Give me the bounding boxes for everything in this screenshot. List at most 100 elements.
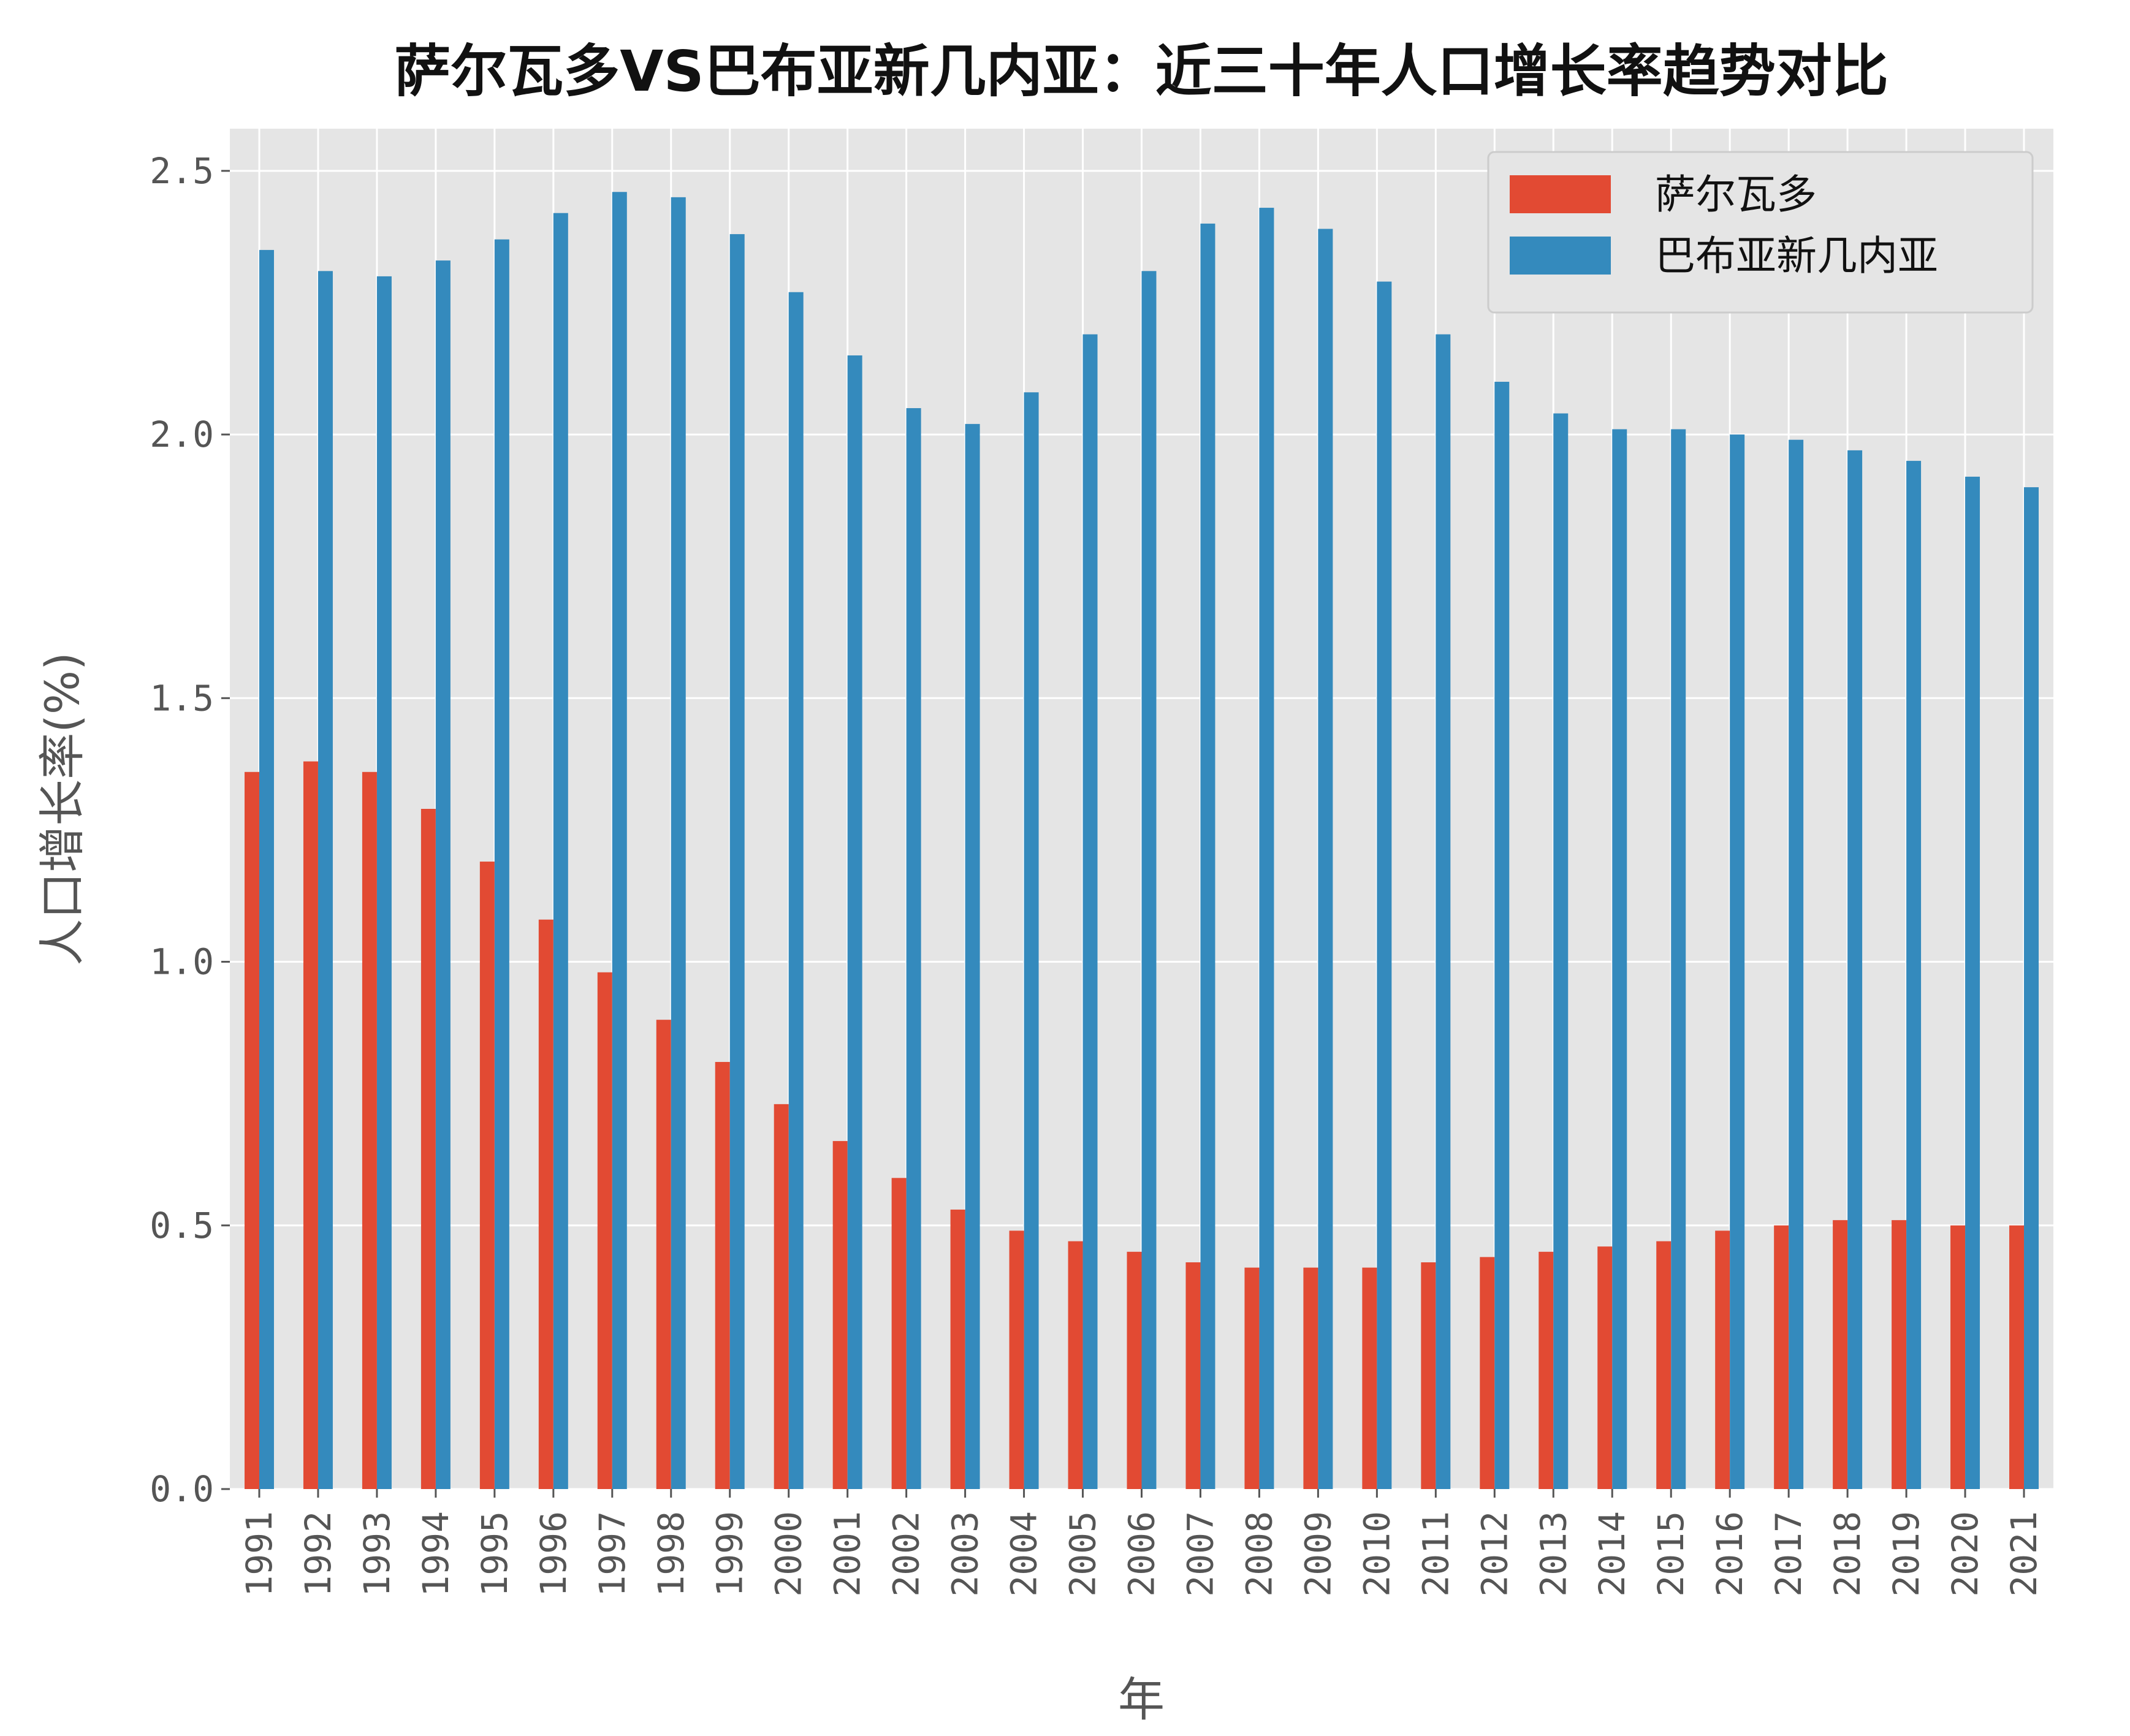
legend-swatch — [1510, 237, 1611, 275]
bar-el-salvador-2013 — [1539, 1251, 1554, 1489]
x-tick-label: 1997 — [591, 1511, 633, 1597]
bar-png-2016 — [1730, 434, 1745, 1489]
y-tick-label: 0.0 — [150, 1468, 214, 1510]
bar-el-salvador-2010 — [1362, 1267, 1377, 1489]
x-axis-label: 年 — [1118, 1672, 1165, 1727]
bar-el-salvador-2004 — [1009, 1230, 1024, 1489]
bar-png-2003 — [965, 423, 980, 1489]
x-tick-label: 2009 — [1297, 1511, 1339, 1597]
bar-el-salvador-2012 — [1480, 1257, 1495, 1489]
legend-label: 萨尔瓦多 — [1655, 171, 1817, 218]
y-tick-label: 2.5 — [150, 150, 214, 192]
x-tick-label: 2012 — [1474, 1511, 1515, 1597]
x-tick-label: 2006 — [1121, 1511, 1163, 1597]
x-tick-label: 2004 — [1003, 1511, 1045, 1597]
x-tick-label: 2021 — [2003, 1511, 2045, 1597]
bar-png-2000 — [788, 292, 804, 1490]
bar-png-1996 — [553, 213, 568, 1490]
y-axis-label: 人口增长率(%) — [35, 652, 89, 966]
x-tick-label: 2014 — [1591, 1511, 1633, 1597]
x-tick-label: 2015 — [1650, 1511, 1692, 1597]
bar-el-salvador-1994 — [420, 809, 436, 1489]
bar-png-2001 — [847, 355, 862, 1489]
bar-png-2020 — [1965, 476, 1980, 1489]
bar-png-2002 — [906, 408, 921, 1489]
x-tick-label: 2005 — [1062, 1511, 1104, 1597]
bar-el-salvador-2001 — [832, 1141, 848, 1489]
bar-png-2018 — [1847, 450, 1863, 1489]
x-tick-label: 1993 — [356, 1511, 398, 1597]
bar-el-salvador-2007 — [1185, 1262, 1201, 1489]
bar-png-2015 — [1671, 429, 1686, 1489]
bar-el-salvador-2006 — [1127, 1251, 1142, 1489]
bar-png-2012 — [1494, 382, 1510, 1490]
legend-label: 巴布亚新几内亚 — [1655, 232, 1938, 279]
bar-png-2009 — [1318, 229, 1333, 1490]
x-tick-label: 2010 — [1356, 1511, 1398, 1597]
bar-png-2005 — [1082, 334, 1098, 1489]
bar-el-salvador-2019 — [1892, 1220, 1907, 1489]
bar-el-salvador-1993 — [362, 771, 377, 1489]
x-tick-label: 2019 — [1885, 1511, 1927, 1597]
y-tick-label: 1.5 — [150, 677, 214, 719]
x-tick-label: 1999 — [709, 1511, 751, 1597]
bar-png-2011 — [1436, 334, 1451, 1489]
bar-el-salvador-2015 — [1656, 1241, 1672, 1489]
bar-png-2010 — [1377, 281, 1392, 1489]
bar-png-1998 — [671, 197, 686, 1490]
bar-el-salvador-2021 — [2009, 1225, 2025, 1489]
bar-el-salvador-2008 — [1244, 1267, 1260, 1489]
bar-png-2008 — [1259, 208, 1274, 1489]
x-axis: 1991 1992 1993 1994 1995 1996 1997 1998 1999 2000… — [238, 1489, 2045, 1597]
bar-png-2017 — [1789, 439, 1804, 1489]
bar-el-salvador-2003 — [950, 1209, 965, 1489]
bar-png-1993 — [376, 276, 392, 1490]
bar-el-salvador-1997 — [597, 972, 612, 1489]
bar-png-1997 — [612, 192, 627, 1489]
bar-png-2007 — [1200, 223, 1215, 1489]
bar-el-salvador-1996 — [538, 919, 553, 1489]
x-tick-label: 2011 — [1415, 1511, 1456, 1597]
bar-el-salvador-2018 — [1833, 1220, 1848, 1489]
x-tick-label: 2008 — [1238, 1511, 1280, 1597]
legend-swatch — [1510, 175, 1611, 213]
bar-png-1999 — [729, 234, 745, 1489]
bar-el-salvador-1991 — [244, 771, 259, 1489]
bar-png-2021 — [2024, 487, 2039, 1490]
bar-el-salvador-1995 — [479, 862, 495, 1489]
x-tick-label: 2018 — [1827, 1511, 1868, 1597]
y-axis: 0.0 0.5 1.0 1.5 2.0 2.5 — [150, 150, 230, 1510]
bar-el-salvador-2002 — [891, 1178, 907, 1489]
x-tick-label: 1996 — [533, 1511, 574, 1597]
bar-el-salvador-2016 — [1715, 1230, 1730, 1489]
x-tick-label: 2013 — [1532, 1511, 1574, 1597]
bar-el-salvador-2020 — [1950, 1225, 1966, 1489]
y-tick-label: 2.0 — [150, 414, 214, 455]
bar-png-1992 — [318, 271, 333, 1490]
bar-el-salvador-2014 — [1597, 1246, 1613, 1489]
bar-png-2004 — [1024, 392, 1039, 1489]
bar-png-2006 — [1141, 271, 1157, 1490]
x-tick-label: 2007 — [1179, 1511, 1221, 1597]
bar-el-salvador-2017 — [1774, 1225, 1789, 1489]
bar-el-salvador-2009 — [1303, 1267, 1318, 1489]
x-tick-label: 2020 — [1944, 1511, 1986, 1597]
bar-png-1994 — [435, 260, 451, 1490]
x-tick-label: 2002 — [886, 1511, 927, 1597]
bar-el-salvador-2000 — [774, 1104, 789, 1489]
x-tick-label: 2017 — [1768, 1511, 1809, 1597]
bar-png-2014 — [1612, 429, 1627, 1489]
bar-el-salvador-1998 — [656, 1020, 671, 1489]
bar-el-salvador-1999 — [715, 1062, 730, 1489]
bar-el-salvador-2005 — [1068, 1241, 1083, 1489]
y-tick-label: 1.0 — [150, 941, 214, 983]
x-tick-label: 2003 — [945, 1511, 986, 1597]
bar-png-2019 — [1906, 461, 1922, 1489]
legend-box — [1487, 151, 2034, 314]
x-tick-label: 1994 — [415, 1511, 457, 1597]
x-tick-label: 1992 — [297, 1511, 339, 1597]
x-tick-label: 1995 — [474, 1511, 515, 1597]
y-tick-label: 0.5 — [150, 1205, 214, 1246]
